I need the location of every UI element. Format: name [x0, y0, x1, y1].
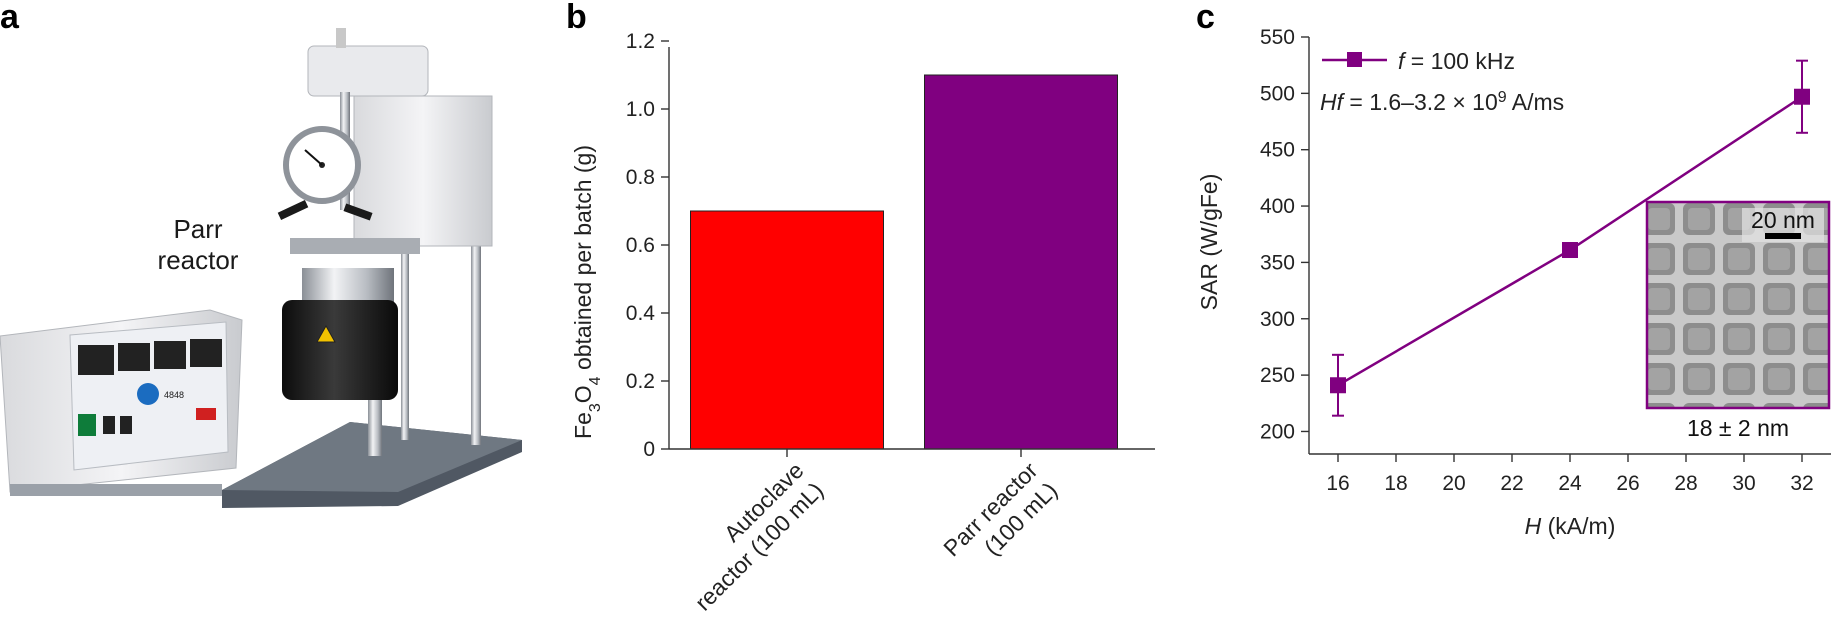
chart-c-data-point — [1562, 242, 1578, 259]
chart-c-xlabel-var: H — [1525, 513, 1542, 539]
panel-c: c SAR (W/gFe) H (kA/m) 20 nm 18 ± 2 nm 2… — [1196, 0, 1831, 539]
chart-b-ylabel-sub3: 3 — [587, 403, 604, 412]
chart-c-data-point — [1794, 88, 1810, 105]
chart-b-ytick-label: 0.2 — [626, 370, 655, 393]
chart-c-ytick-label: 200 — [1260, 420, 1295, 443]
chart-c-xtick-label: 32 — [1790, 472, 1813, 495]
controller-model-label: 4848 — [164, 390, 184, 400]
svg-text:Fe3O4 obtained per batch (g): Fe3O4 obtained per batch (g) — [570, 145, 604, 439]
chart-c-data-point — [1330, 377, 1346, 394]
chart-c-ylabel: SAR (W/gFe) — [1196, 174, 1222, 311]
chart-b-ylabel-o: O — [570, 385, 596, 403]
chart-b-ytick-label: 1.0 — [626, 98, 655, 121]
chart-b-bar — [924, 74, 1118, 450]
legend-square-marker — [1347, 52, 1362, 67]
annotation-sup: 9 — [1498, 89, 1507, 106]
chart-c-xtick-label: 24 — [1558, 472, 1582, 495]
chart-c-ytick-label: 450 — [1260, 139, 1295, 162]
chart-c-ytick-label: 500 — [1260, 82, 1295, 105]
panel-b: b Fe3O4 obtained per batch (g) 0 0.2 0.4 0.… — [566, 0, 1155, 616]
panel-c-letter: c — [1196, 0, 1215, 36]
chart-c-ytick-label: 550 — [1260, 26, 1295, 49]
tem-scale-bar — [1765, 233, 1801, 239]
legend-value: = 100 kHz — [1404, 48, 1515, 74]
chart-b-ylabel-fe: Fe — [570, 412, 596, 439]
chart-c-ytick-label: 350 — [1260, 251, 1295, 274]
chart-c-legend: f = 100 kHz — [1322, 48, 1515, 74]
chart-c-series — [1330, 59, 1810, 417]
chart-b-ytick-label: 1.2 — [626, 30, 655, 53]
chart-c-ytick-label: 250 — [1260, 364, 1295, 387]
chart-b-bar — [690, 210, 884, 450]
chart-c-xlabel-unit: (kA/m) — [1541, 513, 1615, 539]
chart-c-ytick-label: 300 — [1260, 308, 1295, 331]
chart-c-xtick-label: 20 — [1442, 472, 1465, 495]
panel-a-letter: a — [0, 0, 20, 36]
chart-b-ytick-label: 0.4 — [626, 302, 656, 325]
legend-text: f = 100 kHz — [1398, 48, 1515, 74]
reactor-photo: 4848 — [0, 28, 522, 508]
chart-b-ytick-label: 0 — [643, 438, 655, 461]
legend-var: f — [1398, 48, 1407, 74]
chart-b-ytick-label: 0.8 — [626, 166, 655, 189]
panel-b-letter: b — [566, 0, 587, 36]
chart-b-ticks: 0 0.2 0.4 0.6 0.8 1.0 1.2 — [626, 30, 669, 461]
chart-c-ticks: 200 250 300 350 400 450 500 550 16 18 20 22 24 26 28 30… — [1260, 26, 1814, 495]
tem-inset: 20 nm 18 ± 2 nm — [1645, 200, 1831, 441]
parr-reactor-label-line2: reactor — [158, 245, 239, 275]
chart-c-xtick-label: 16 — [1326, 472, 1349, 495]
chart-c-xtick-label: 18 — [1384, 472, 1407, 495]
annotation-text: = 1.6–3.2 × 10 — [1343, 89, 1498, 115]
chart-b-category-label: Parr reactor(100 mL) — [938, 457, 1062, 561]
parr-reactor-label-line1: Parr — [173, 214, 222, 244]
chart-c-annotation: Hf = 1.6–3.2 × 109 A/ms — [1320, 89, 1564, 116]
chart-c-xtick-label: 30 — [1732, 472, 1755, 495]
chart-c-xlabel: H (kA/m) — [1525, 513, 1616, 539]
tem-inset-frame — [1645, 200, 1831, 410]
chart-b-ylabel-rest: obtained per batch (g) — [570, 145, 596, 376]
tem-inset-caption: 18 ± 2 nm — [1687, 415, 1789, 441]
panel-a: a Parr reactor — [0, 0, 522, 508]
chart-b-ylabel-sub4: 4 — [587, 376, 604, 385]
chart-b-ytick-label: 0.6 — [626, 234, 655, 257]
chart-b-yaxis-title: Fe3O4 obtained per batch (g) — [570, 145, 604, 439]
chart-c-xtick-label: 28 — [1674, 472, 1697, 495]
annotation-unit: A/ms — [1507, 89, 1565, 115]
chart-b-bars — [690, 74, 1118, 457]
chart-c-xtick-label: 22 — [1500, 472, 1523, 495]
chart-c-ytick-label: 400 — [1260, 195, 1295, 218]
chart-c-xtick-label: 26 — [1616, 472, 1639, 495]
annotation-var: Hf — [1320, 89, 1346, 115]
tem-scale-bar-label: 20 nm — [1751, 207, 1815, 233]
